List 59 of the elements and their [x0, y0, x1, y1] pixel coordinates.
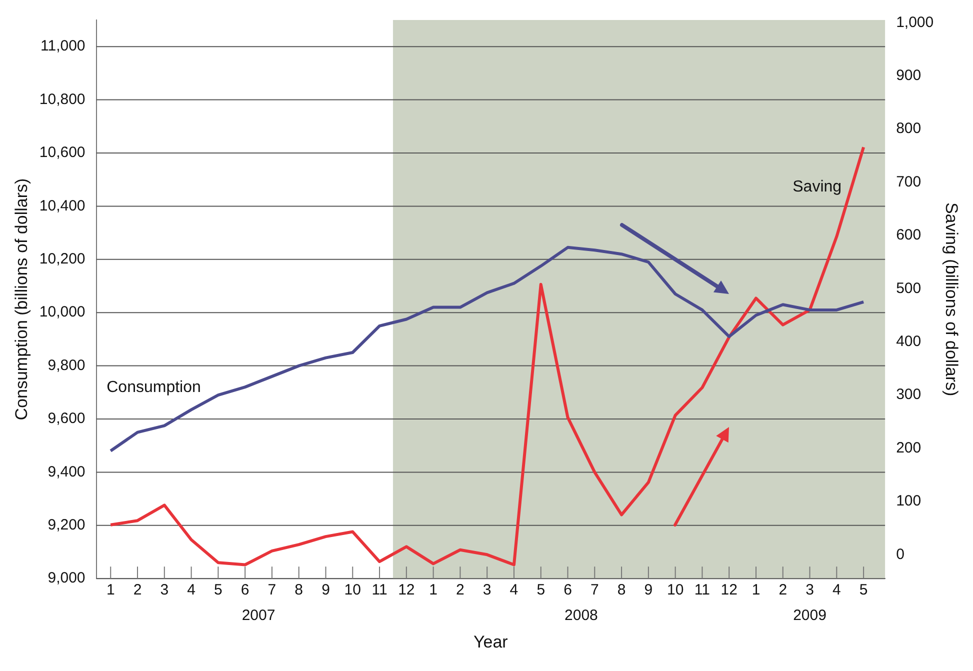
x-tick-label: 8 — [617, 582, 626, 599]
y-tick-label: 11,000 — [40, 38, 86, 55]
y2-tick-label: 900 — [896, 67, 922, 84]
y-tick-label: 10,200 — [39, 250, 86, 268]
y2-tick-label: 1,000 — [896, 14, 934, 31]
x-tick-label: 8 — [294, 582, 304, 599]
x-tick-label: 10 — [666, 582, 684, 599]
y2-tick-label: 700 — [896, 173, 922, 190]
x-tick-label: 7 — [268, 582, 276, 599]
y2-axis-title: Saving (billions of dollars) — [942, 202, 962, 396]
y2-tick-label: 0 — [896, 546, 904, 563]
y2-tick-label: 800 — [896, 120, 922, 138]
y-tick-label: 9,800 — [48, 356, 86, 374]
x-tick-label: 1 — [429, 582, 438, 599]
x-tick-label: 3 — [160, 582, 169, 599]
y-tick-label: 10,000 — [39, 304, 86, 321]
x-tick-label: 3 — [482, 582, 492, 599]
series-label: Saving — [792, 178, 842, 196]
y2-tick-label: 500 — [896, 280, 922, 297]
text: 2009 — [793, 607, 826, 624]
y2-tick-label: 300 — [896, 386, 922, 404]
x-tick-label: 2 — [133, 582, 142, 599]
text: 2008 — [564, 607, 598, 624]
x-tick-label: 1 — [752, 582, 760, 599]
x-tick-label: 3 — [806, 582, 814, 599]
x-tick-label: 5 — [214, 582, 222, 599]
series-label: Consumption — [106, 379, 201, 396]
x-tick-label: 12 — [398, 582, 415, 599]
y2-tick-label: 100 — [896, 492, 922, 510]
y-axis-title: Consumption (billions of dollars) — [12, 178, 31, 420]
x-tick-label: 5 — [536, 582, 546, 599]
x-tick-label: 12 — [720, 582, 738, 599]
y-tick-label: 9,600 — [48, 410, 86, 428]
y-tick-label: 9,400 — [48, 463, 86, 480]
y2-tick-label: 400 — [896, 333, 922, 350]
x-tick-label: 5 — [859, 582, 868, 599]
x-axis-title: Year — [473, 632, 508, 652]
x-tick-label: 4 — [832, 582, 841, 599]
y-tick-label: 10,800 — [39, 90, 86, 108]
y2-tick-label: 600 — [896, 226, 922, 244]
x-tick-label: 6 — [240, 582, 250, 599]
x-tick-label: 4 — [510, 582, 518, 599]
x-tick-label: 1 — [106, 582, 115, 599]
x-tick-label: 9 — [322, 582, 330, 599]
x-tick-label: 6 — [564, 582, 572, 599]
y-tick-label: 10,600 — [39, 144, 86, 162]
x-tick-label: 2 — [456, 582, 464, 599]
x-tick-label: 2 — [778, 582, 788, 599]
x-tick-label: 4 — [187, 582, 196, 599]
x-tick-label: 11 — [372, 582, 388, 599]
y-tick-label: 10,400 — [39, 197, 86, 214]
y-tick-label: 9,200 — [48, 516, 86, 534]
x-tick-label: 7 — [590, 582, 599, 599]
y-tick-label: 9,000 — [48, 570, 86, 587]
x-tick-label: 11 — [694, 582, 710, 599]
x-tick-label: 10 — [344, 582, 361, 599]
text: 2007 — [242, 607, 276, 624]
x-tick-label: 9 — [644, 582, 653, 599]
y2-tick-label: 200 — [896, 439, 922, 456]
